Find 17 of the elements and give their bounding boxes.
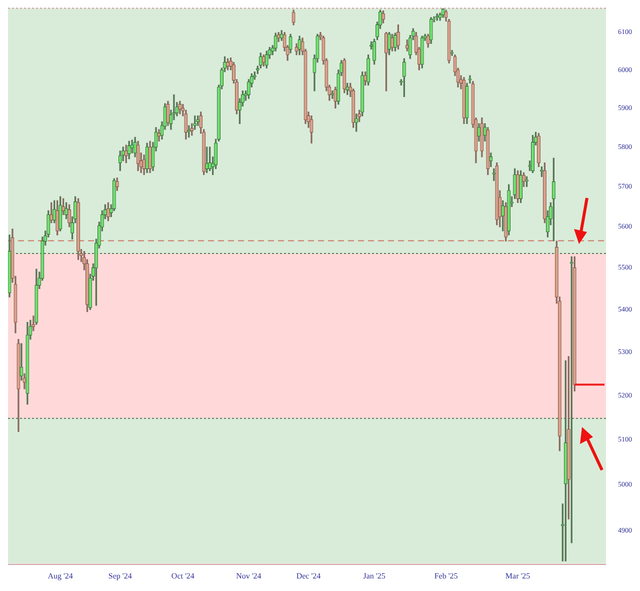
candlestick [531,134,534,174]
x-tick-label: Oct '24 [171,571,194,580]
candlestick [20,343,24,381]
candlestick [536,133,540,168]
x-tick-label: Mar '25 [505,571,530,580]
candlestick [382,10,385,24]
candlestick [522,172,526,187]
x-tick-label: Dec '24 [296,571,321,580]
x-tick-label: Nov '24 [236,571,262,580]
x-tick-label: Jan '25 [363,571,386,580]
candlestick [76,198,80,260]
candlestick [384,32,388,92]
x-tick-label: Feb '25 [434,571,458,580]
candlestick [387,32,391,56]
x-tick-label: Aug '24 [48,571,73,580]
x-tick-label: Sep '24 [108,571,132,580]
candlestick [226,58,230,70]
